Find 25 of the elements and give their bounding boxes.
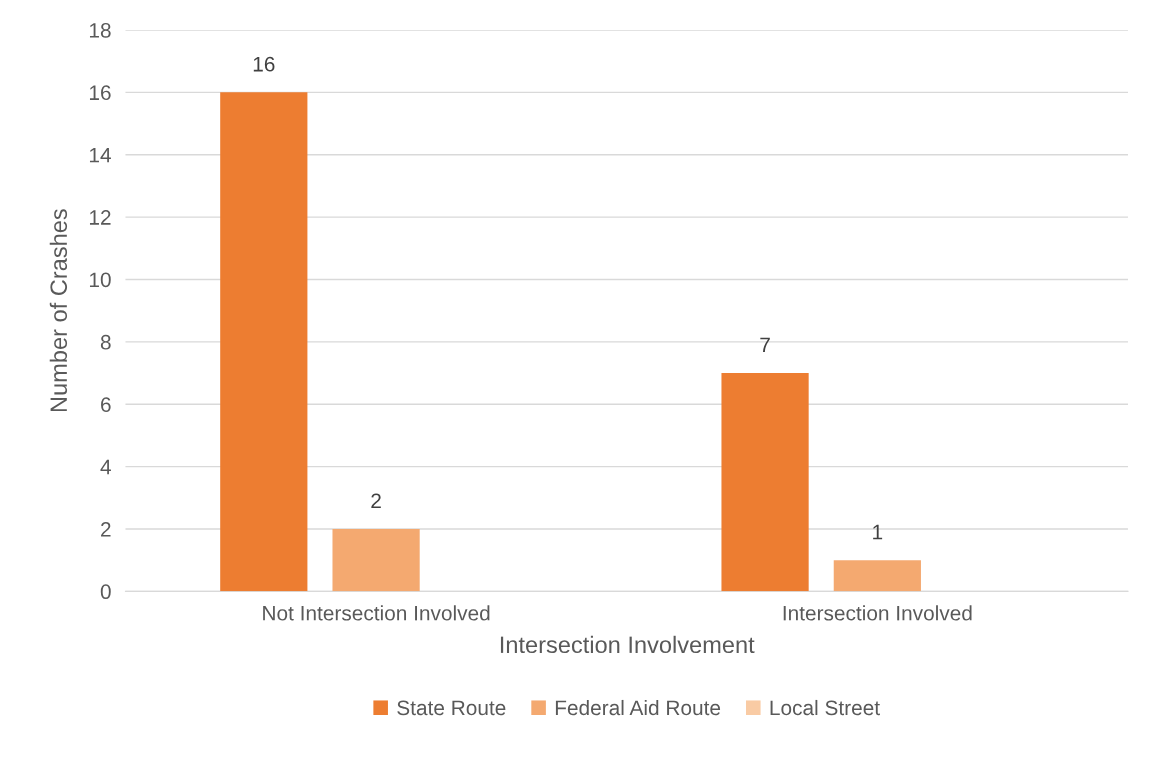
y-tick-label: 6 bbox=[101, 397, 111, 412]
bar bbox=[220, 92, 308, 592]
legend-label: Local Street bbox=[770, 699, 880, 716]
y-tick-label: 18 bbox=[89, 22, 111, 38]
bar bbox=[721, 373, 809, 592]
x-tick-label: Intersection Involved bbox=[783, 605, 972, 621]
y-tick-label: 10 bbox=[89, 272, 111, 288]
bar bbox=[833, 560, 921, 592]
legend-label: State Route bbox=[397, 700, 506, 716]
data-label: 16 bbox=[253, 56, 275, 72]
legend-label: Federal Aid Route bbox=[555, 699, 721, 716]
y-tick-label: 16 bbox=[89, 85, 111, 101]
y-tick-label: 14 bbox=[89, 147, 111, 163]
y-tick-label: 2 bbox=[101, 521, 111, 537]
data-label: 7 bbox=[760, 337, 770, 353]
data-label: 1 bbox=[873, 524, 883, 540]
y-axis-title: Number of Crashes bbox=[49, 209, 68, 412]
y-tick-label: 12 bbox=[89, 210, 111, 225]
data-label: 2 bbox=[371, 493, 381, 508]
x-axis-title: Intersection Involvement bbox=[500, 635, 755, 654]
x-tick-label: Not Intersection Involved bbox=[263, 605, 490, 621]
bar bbox=[332, 528, 420, 592]
y-tick-label: 0 bbox=[100, 584, 111, 600]
y-tick-label: 4 bbox=[100, 459, 111, 475]
y-tick-label: 8 bbox=[100, 334, 111, 350]
